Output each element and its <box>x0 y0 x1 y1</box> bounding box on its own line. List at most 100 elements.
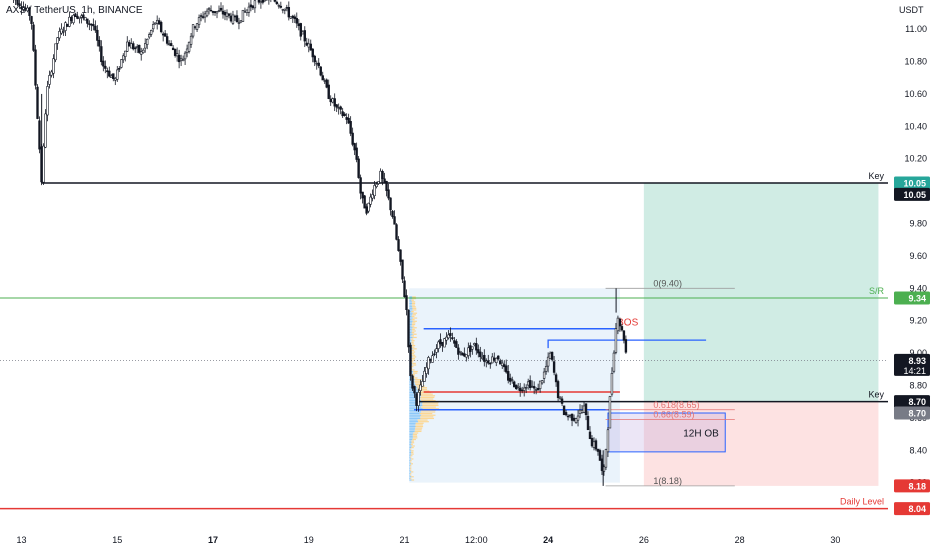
candle-body <box>312 49 314 57</box>
volume-profile-bar <box>420 416 433 417</box>
y-tick-label: 8.80 <box>909 380 927 390</box>
volume-profile-bar <box>412 358 415 359</box>
candle-body <box>316 63 318 64</box>
candle-body <box>290 17 292 18</box>
x-tick-label: 26 <box>639 535 649 545</box>
volume-profile-bar <box>409 432 413 433</box>
candle-body <box>254 1 256 8</box>
candle-body <box>390 198 392 210</box>
candle-body <box>402 260 404 279</box>
volume-profile-bar <box>412 309 416 310</box>
volume-profile-bar <box>409 444 411 445</box>
candle-body <box>605 449 607 467</box>
candle-body <box>144 43 146 48</box>
candle-body <box>463 354 465 357</box>
candle-body <box>445 337 447 340</box>
candle-body <box>156 20 158 23</box>
x-tick-label: 24 <box>543 535 553 545</box>
candle-body <box>176 54 178 56</box>
candle-body <box>300 23 302 36</box>
candle-body <box>78 17 80 18</box>
volume-profile-bar <box>412 369 415 370</box>
volume-profile-bar <box>411 343 414 344</box>
candle-body <box>47 86 49 115</box>
candle-body <box>491 357 493 363</box>
candle-body <box>418 392 420 405</box>
volume-profile-bar <box>409 303 412 304</box>
volume-profile-bar <box>409 460 410 461</box>
candle-body <box>17 0 19 5</box>
candle-body <box>350 121 352 133</box>
x-tick-label: 15 <box>112 535 122 545</box>
order-block-label: 12H OB <box>683 428 719 439</box>
candle-body <box>481 357 483 358</box>
candle-body <box>202 17 204 18</box>
volume-profile-bar <box>411 353 414 354</box>
candle-body <box>513 382 515 387</box>
volume-profile-bar <box>409 447 411 448</box>
candle-body <box>338 108 340 109</box>
candle-body <box>477 350 479 354</box>
candle-body <box>561 399 563 404</box>
candle-body <box>210 10 212 11</box>
y-tick-label: 8.40 <box>909 445 927 455</box>
candle-body <box>238 23 240 24</box>
price-tag-text: 8.04 <box>908 504 926 514</box>
candle-body <box>55 44 57 60</box>
candle-body <box>63 31 65 32</box>
volume-profile-bar <box>412 439 416 440</box>
candle-body <box>414 386 416 393</box>
price-tag-text: 10.05 <box>903 190 926 200</box>
fib-label: 0.618(8.65) <box>653 400 699 410</box>
candle-body <box>434 354 436 355</box>
candle-body <box>519 388 521 391</box>
volume-profile-bar <box>409 334 412 335</box>
candle-body <box>505 366 507 372</box>
candle-body <box>569 415 571 416</box>
volume-profile-bar <box>411 300 414 301</box>
volume-profile-bar <box>412 319 415 320</box>
volume-profile-bar <box>412 322 415 323</box>
volume-profile-bar <box>409 478 410 479</box>
volume-profile-bar <box>409 423 415 424</box>
candle-body <box>533 386 535 388</box>
candle-body <box>517 386 519 387</box>
price-tag-text: 10.05 <box>903 179 926 189</box>
volume-profile-bar <box>412 308 416 309</box>
candle-body <box>424 371 426 381</box>
volume-profile-bar <box>411 458 413 459</box>
candle-body <box>286 7 288 8</box>
candle-body <box>244 12 246 13</box>
volume-profile-bar <box>409 411 421 412</box>
volume-profile-bar <box>409 407 421 408</box>
candle-body <box>86 19 88 23</box>
volume-profile-bar <box>412 296 416 297</box>
candle-body <box>615 329 617 353</box>
candle-body <box>128 42 130 46</box>
volume-profile-bar <box>412 363 416 364</box>
volume-profile-bar <box>413 327 417 328</box>
volume-profile-bar <box>413 317 417 318</box>
volume-profile-bar <box>411 479 414 480</box>
price-tag-subtext: 14:21 <box>903 366 926 376</box>
candle-body <box>515 385 517 389</box>
volume-profile-bar <box>412 351 415 352</box>
candle-body <box>619 319 621 326</box>
candle-body <box>396 225 398 240</box>
candle-body <box>104 66 106 68</box>
volume-profile-bar <box>412 304 415 305</box>
fib-label: 1(8.18) <box>653 476 682 486</box>
candle-body <box>577 416 579 420</box>
volume-profile-bar <box>409 413 419 414</box>
candle-body <box>45 114 47 147</box>
candle-body <box>621 326 623 330</box>
candle-body <box>527 382 529 385</box>
candle-body <box>334 99 336 107</box>
candle-body <box>398 239 400 250</box>
candle-body <box>106 71 108 72</box>
candle-body <box>587 416 589 429</box>
candle-body <box>196 24 198 30</box>
candle-body <box>234 16 236 17</box>
candle-body <box>180 58 182 60</box>
